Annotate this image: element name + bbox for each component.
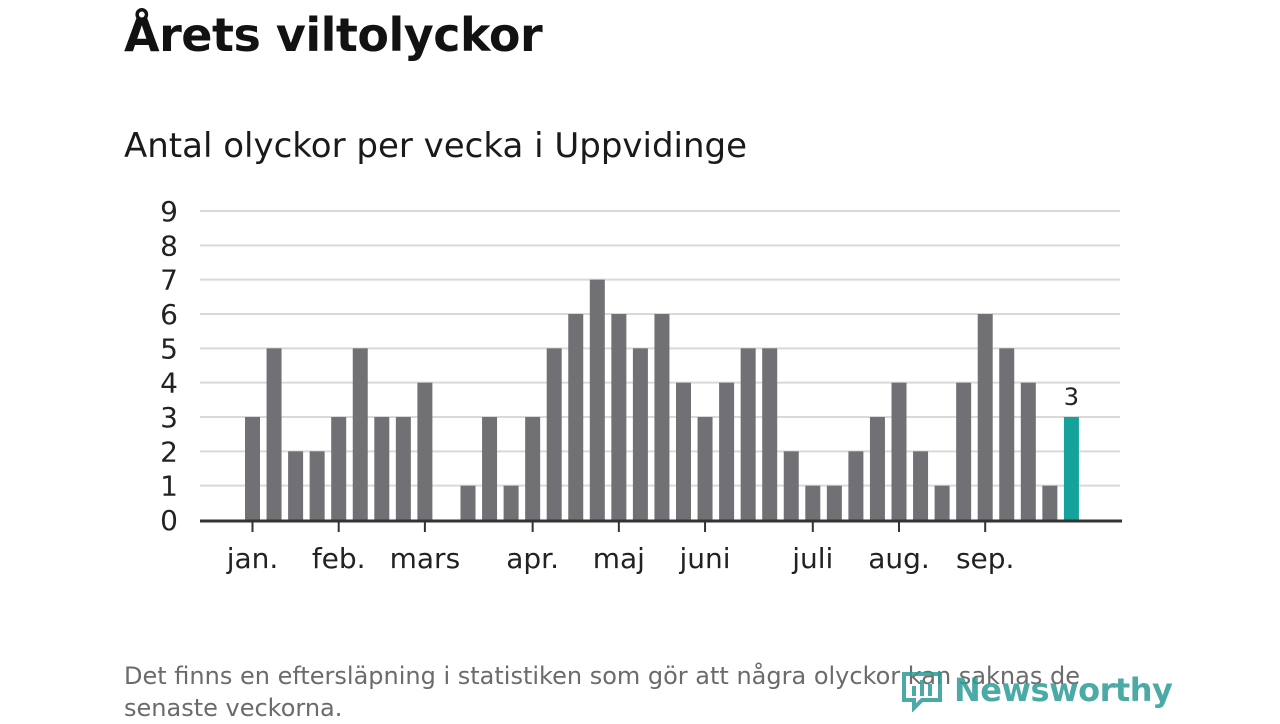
- chart-subtitle: Antal olyckor per vecka i Uppvidinge: [124, 126, 748, 166]
- y-tick-label: 6: [160, 298, 178, 331]
- bar: [762, 348, 778, 520]
- bar: [589, 279, 605, 520]
- bar: [697, 417, 713, 520]
- bar: [309, 451, 325, 520]
- y-tick-label: 7: [160, 264, 178, 297]
- bar: [740, 348, 756, 520]
- bar: [395, 417, 411, 520]
- x-tick-label: feb.: [312, 542, 366, 575]
- y-tick-label: 9: [160, 195, 178, 228]
- logo-icon: [902, 672, 942, 712]
- y-tick-label: 0: [160, 504, 178, 537]
- bar: [460, 485, 476, 520]
- x-tick-label: sep.: [956, 542, 1015, 575]
- y-tick-label: 3: [160, 401, 178, 434]
- bar: [1020, 382, 1036, 520]
- bar: [999, 348, 1015, 520]
- x-tick-label: apr.: [506, 542, 559, 575]
- y-tick-label: 1: [160, 470, 178, 503]
- bar: [611, 314, 627, 520]
- bar: [869, 417, 885, 520]
- y-tick-label: 5: [160, 332, 178, 365]
- bar: [891, 382, 907, 520]
- bar: [783, 451, 799, 520]
- bar: [934, 485, 950, 520]
- bar: [913, 451, 929, 520]
- bars: [245, 279, 1079, 520]
- logo-text: Newsworthy: [954, 671, 1173, 709]
- bar: [482, 417, 498, 520]
- bar: [288, 451, 304, 520]
- bar: [331, 417, 347, 520]
- bar: [654, 314, 670, 520]
- bar: [417, 382, 433, 520]
- y-tick-label: 8: [160, 229, 178, 262]
- x-tick-label: juli: [791, 542, 833, 575]
- bar: [1063, 417, 1079, 520]
- bar: [977, 314, 993, 520]
- bar: [525, 417, 541, 520]
- x-axis-ticks: jan. feb. mars apr. maj juni juli aug. sep.: [226, 521, 1015, 575]
- bar: [568, 314, 584, 520]
- bar: [956, 382, 972, 520]
- y-tick-label: 4: [160, 367, 178, 400]
- chart-title: Årets viltolyckor: [124, 8, 543, 62]
- bar: [374, 417, 390, 520]
- bar: [503, 485, 519, 520]
- y-tick-label: 2: [160, 435, 178, 468]
- x-tick-label: jan.: [226, 542, 279, 575]
- bar: [1042, 485, 1058, 520]
- bar: [848, 451, 864, 520]
- bar: [719, 382, 735, 520]
- bar: [632, 348, 648, 520]
- x-tick-label: aug.: [868, 542, 930, 575]
- bar: [352, 348, 368, 520]
- x-tick-label: mars: [390, 542, 461, 575]
- bar: [266, 348, 282, 520]
- bar: [805, 485, 821, 520]
- bar: [546, 348, 562, 520]
- x-tick-label: maj: [593, 542, 645, 575]
- data-labels: 3: [1064, 383, 1079, 411]
- bar: [245, 417, 260, 520]
- bar: [676, 382, 691, 520]
- bar: [826, 485, 842, 520]
- last-value-label: 3: [1064, 383, 1079, 411]
- x-tick-label: juni: [679, 542, 731, 575]
- newsworthy-logo: Newsworthy: [900, 668, 1173, 712]
